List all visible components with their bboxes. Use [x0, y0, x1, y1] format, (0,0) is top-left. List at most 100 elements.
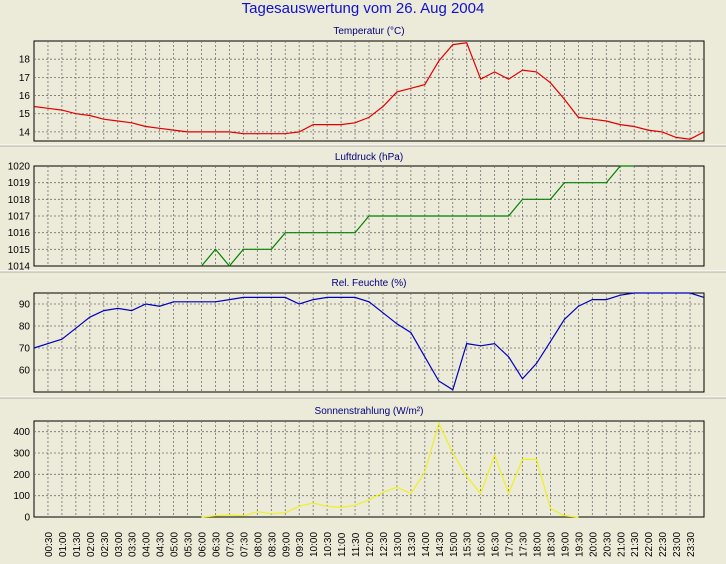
data-point-humidity — [465, 342, 468, 345]
data-point-humidity — [507, 355, 510, 358]
y-tick-label: 1019 — [8, 178, 31, 189]
x-tick-label: 12:00 — [365, 532, 376, 557]
data-point-radiation — [395, 486, 398, 489]
data-point-humidity — [60, 338, 63, 341]
data-point-pressure — [507, 215, 510, 218]
x-tick-label: 06:00 — [198, 532, 209, 557]
chart-title-temperature: Temperatur (°C) — [333, 26, 404, 37]
data-point-humidity — [186, 300, 189, 303]
x-tick-label: 22:30 — [658, 532, 669, 557]
data-point-radiation — [479, 492, 482, 495]
x-tick-label: 14:30 — [435, 532, 446, 557]
data-point-humidity — [144, 303, 147, 306]
x-tick-label: 13:30 — [407, 532, 418, 557]
data-point-pressure — [633, 165, 636, 168]
data-point-temperature — [493, 70, 496, 73]
x-tick-label: 12:30 — [379, 532, 390, 557]
data-point-humidity — [619, 294, 622, 297]
y-tick-label: 17 — [19, 73, 31, 84]
series-line-pressure — [201, 165, 635, 267]
y-tick-label: 14 — [19, 127, 31, 138]
data-point-pressure — [451, 215, 454, 218]
x-tick-label: 18:30 — [546, 532, 557, 557]
data-point-humidity — [521, 377, 524, 380]
data-point-temperature — [228, 130, 231, 133]
data-point-temperature — [340, 123, 343, 126]
data-point-pressure — [381, 215, 384, 218]
x-tick-label: 18:00 — [533, 532, 544, 557]
data-point-radiation — [493, 454, 496, 457]
data-point-temperature — [633, 125, 636, 128]
data-point-temperature — [479, 78, 482, 81]
data-point-radiation — [298, 505, 301, 508]
data-point-pressure — [284, 231, 287, 234]
data-point-pressure — [340, 231, 343, 234]
y-tick-label: 90 — [19, 300, 31, 311]
data-point-humidity — [647, 292, 650, 295]
data-point-radiation — [368, 498, 371, 501]
x-tick-label: 15:00 — [449, 532, 460, 557]
data-point-pressure — [326, 231, 329, 234]
series-line-radiation — [201, 421, 579, 518]
data-point-temperature — [549, 81, 552, 84]
x-tick-label: 03:00 — [114, 532, 125, 557]
x-tick-label: 21:00 — [616, 532, 627, 557]
data-point-humidity — [451, 388, 454, 391]
data-point-humidity — [493, 342, 496, 345]
x-tick-label: 00:30 — [44, 532, 55, 557]
data-point-radiation — [354, 504, 357, 507]
data-point-radiation — [242, 514, 245, 517]
x-tick-label: 13:00 — [393, 532, 404, 557]
data-point-pressure — [619, 165, 622, 168]
data-point-temperature — [298, 130, 301, 133]
data-point-radiation — [549, 507, 552, 510]
x-tick-label: 16:00 — [477, 532, 488, 557]
data-point-temperature — [675, 136, 678, 139]
data-point-temperature — [577, 116, 580, 119]
data-point-pressure — [270, 248, 273, 251]
data-point-temperature — [507, 78, 510, 81]
y-tick-label: 80 — [19, 322, 31, 333]
x-tick-label: 19:00 — [560, 532, 571, 557]
y-tick-label: 1014 — [8, 262, 31, 273]
data-point-radiation — [535, 458, 538, 461]
data-point-pressure — [409, 215, 412, 218]
data-point-temperature — [186, 130, 189, 133]
data-point-humidity — [242, 296, 245, 299]
data-point-pressure — [549, 198, 552, 201]
data-point-pressure — [577, 181, 580, 184]
x-tick-label: 09:30 — [295, 532, 306, 557]
data-point-pressure — [228, 265, 231, 268]
chart-title-humidity: Rel. Feuchte (%) — [331, 278, 406, 289]
data-point-radiation — [270, 512, 273, 515]
data-point-humidity — [214, 300, 217, 303]
x-tick-label: 20:00 — [588, 532, 599, 557]
data-point-temperature — [535, 70, 538, 73]
data-point-humidity — [549, 340, 552, 343]
data-point-humidity — [423, 355, 426, 358]
data-point-humidity — [33, 347, 36, 350]
x-tick-label: 10:30 — [323, 532, 334, 557]
data-point-humidity — [633, 292, 636, 295]
data-point-humidity — [689, 292, 692, 295]
x-tick-label: 15:30 — [463, 532, 474, 557]
x-tick-label: 23:30 — [686, 532, 697, 557]
data-point-temperature — [354, 121, 357, 124]
data-point-temperature — [60, 109, 63, 112]
data-point-temperature — [158, 127, 161, 130]
x-tick-label: 14:00 — [421, 532, 432, 557]
data-point-pressure — [563, 181, 566, 184]
data-point-temperature — [619, 123, 622, 126]
data-point-temperature — [521, 69, 524, 72]
y-tick-label: 18 — [19, 55, 31, 66]
data-point-pressure — [493, 215, 496, 218]
data-point-temperature — [256, 132, 259, 135]
data-point-pressure — [605, 181, 608, 184]
data-point-humidity — [395, 322, 398, 325]
data-point-temperature — [591, 118, 594, 121]
data-point-radiation — [563, 514, 566, 517]
data-point-temperature — [116, 120, 119, 123]
x-tick-label: 23:00 — [672, 532, 683, 557]
y-tick-label: 16 — [19, 91, 31, 102]
data-point-pressure — [354, 231, 357, 234]
